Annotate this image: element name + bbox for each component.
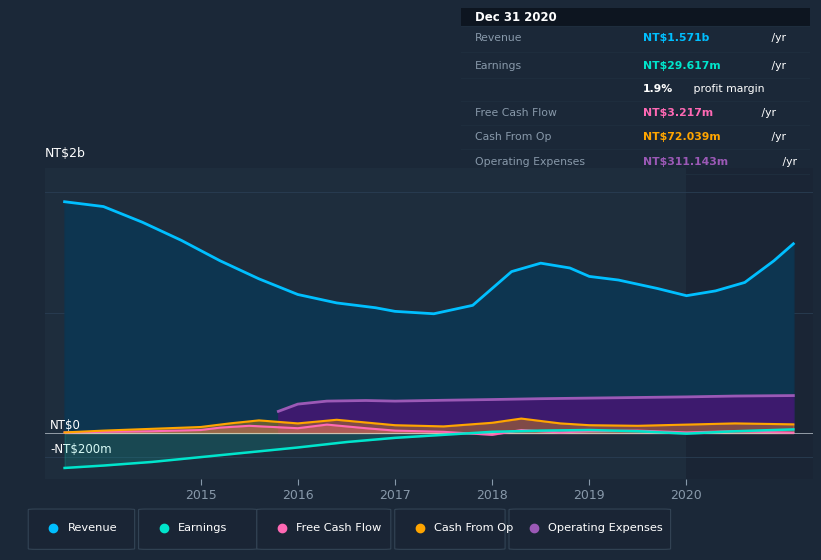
Text: NT$311.143m: NT$311.143m: [643, 157, 728, 167]
Text: /yr: /yr: [758, 108, 776, 118]
Text: Earnings: Earnings: [178, 523, 227, 533]
Text: Revenue: Revenue: [67, 523, 117, 533]
Text: NT$2b: NT$2b: [45, 147, 86, 160]
Text: Free Cash Flow: Free Cash Flow: [296, 523, 382, 533]
FancyBboxPatch shape: [395, 509, 505, 549]
Text: Earnings: Earnings: [475, 60, 522, 71]
FancyBboxPatch shape: [257, 509, 391, 549]
Text: NT$72.039m: NT$72.039m: [643, 132, 721, 142]
Text: Dec 31 2020: Dec 31 2020: [475, 11, 557, 24]
Text: Cash From Op: Cash From Op: [475, 132, 552, 142]
FancyBboxPatch shape: [28, 509, 135, 549]
Text: NT$3.217m: NT$3.217m: [643, 108, 713, 118]
Text: NT$29.617m: NT$29.617m: [643, 60, 721, 71]
FancyBboxPatch shape: [509, 509, 671, 549]
Text: NT$1.571b: NT$1.571b: [643, 34, 709, 44]
Text: Revenue: Revenue: [475, 34, 523, 44]
Text: Cash From Op: Cash From Op: [434, 523, 513, 533]
Text: /yr: /yr: [768, 132, 787, 142]
Text: Operating Expenses: Operating Expenses: [475, 157, 585, 167]
Text: /yr: /yr: [779, 157, 797, 167]
Text: /yr: /yr: [768, 34, 787, 44]
Bar: [686, 168, 813, 479]
Text: Operating Expenses: Operating Expenses: [548, 523, 663, 533]
Text: -NT$200m: -NT$200m: [50, 443, 112, 456]
Text: NT$0: NT$0: [50, 419, 81, 432]
Text: 1.9%: 1.9%: [643, 85, 673, 95]
Text: /yr: /yr: [768, 60, 787, 71]
Bar: [461, 8, 810, 26]
Text: profit margin: profit margin: [690, 85, 764, 95]
FancyBboxPatch shape: [139, 509, 257, 549]
Text: Free Cash Flow: Free Cash Flow: [475, 108, 557, 118]
